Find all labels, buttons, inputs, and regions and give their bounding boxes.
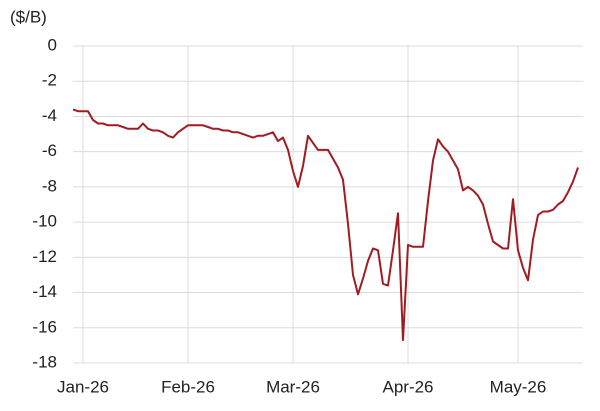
x-tick-label: Apr-26 <box>382 377 433 396</box>
y-tick-label: -2 <box>42 71 57 90</box>
y-tick-label: -6 <box>42 141 57 160</box>
y-tick-label: -14 <box>32 282 57 301</box>
y-tick-label: -10 <box>32 212 57 231</box>
x-tick-label: May-26 <box>490 377 547 396</box>
y-tick-label: -18 <box>32 352 57 371</box>
y-tick-label: -12 <box>32 247 57 266</box>
y-tick-label: -4 <box>42 106 57 125</box>
x-tick-label: Jan-26 <box>57 377 109 396</box>
data-line <box>72 108 579 342</box>
y-tick-label: -16 <box>32 317 57 336</box>
y-tick-label: 0 <box>48 35 57 54</box>
y-tick-label: -8 <box>42 176 57 195</box>
y-axis-label: ($/B) <box>10 7 47 26</box>
x-tick-label: Feb-26 <box>161 377 215 396</box>
x-tick-label: Mar-26 <box>266 377 320 396</box>
